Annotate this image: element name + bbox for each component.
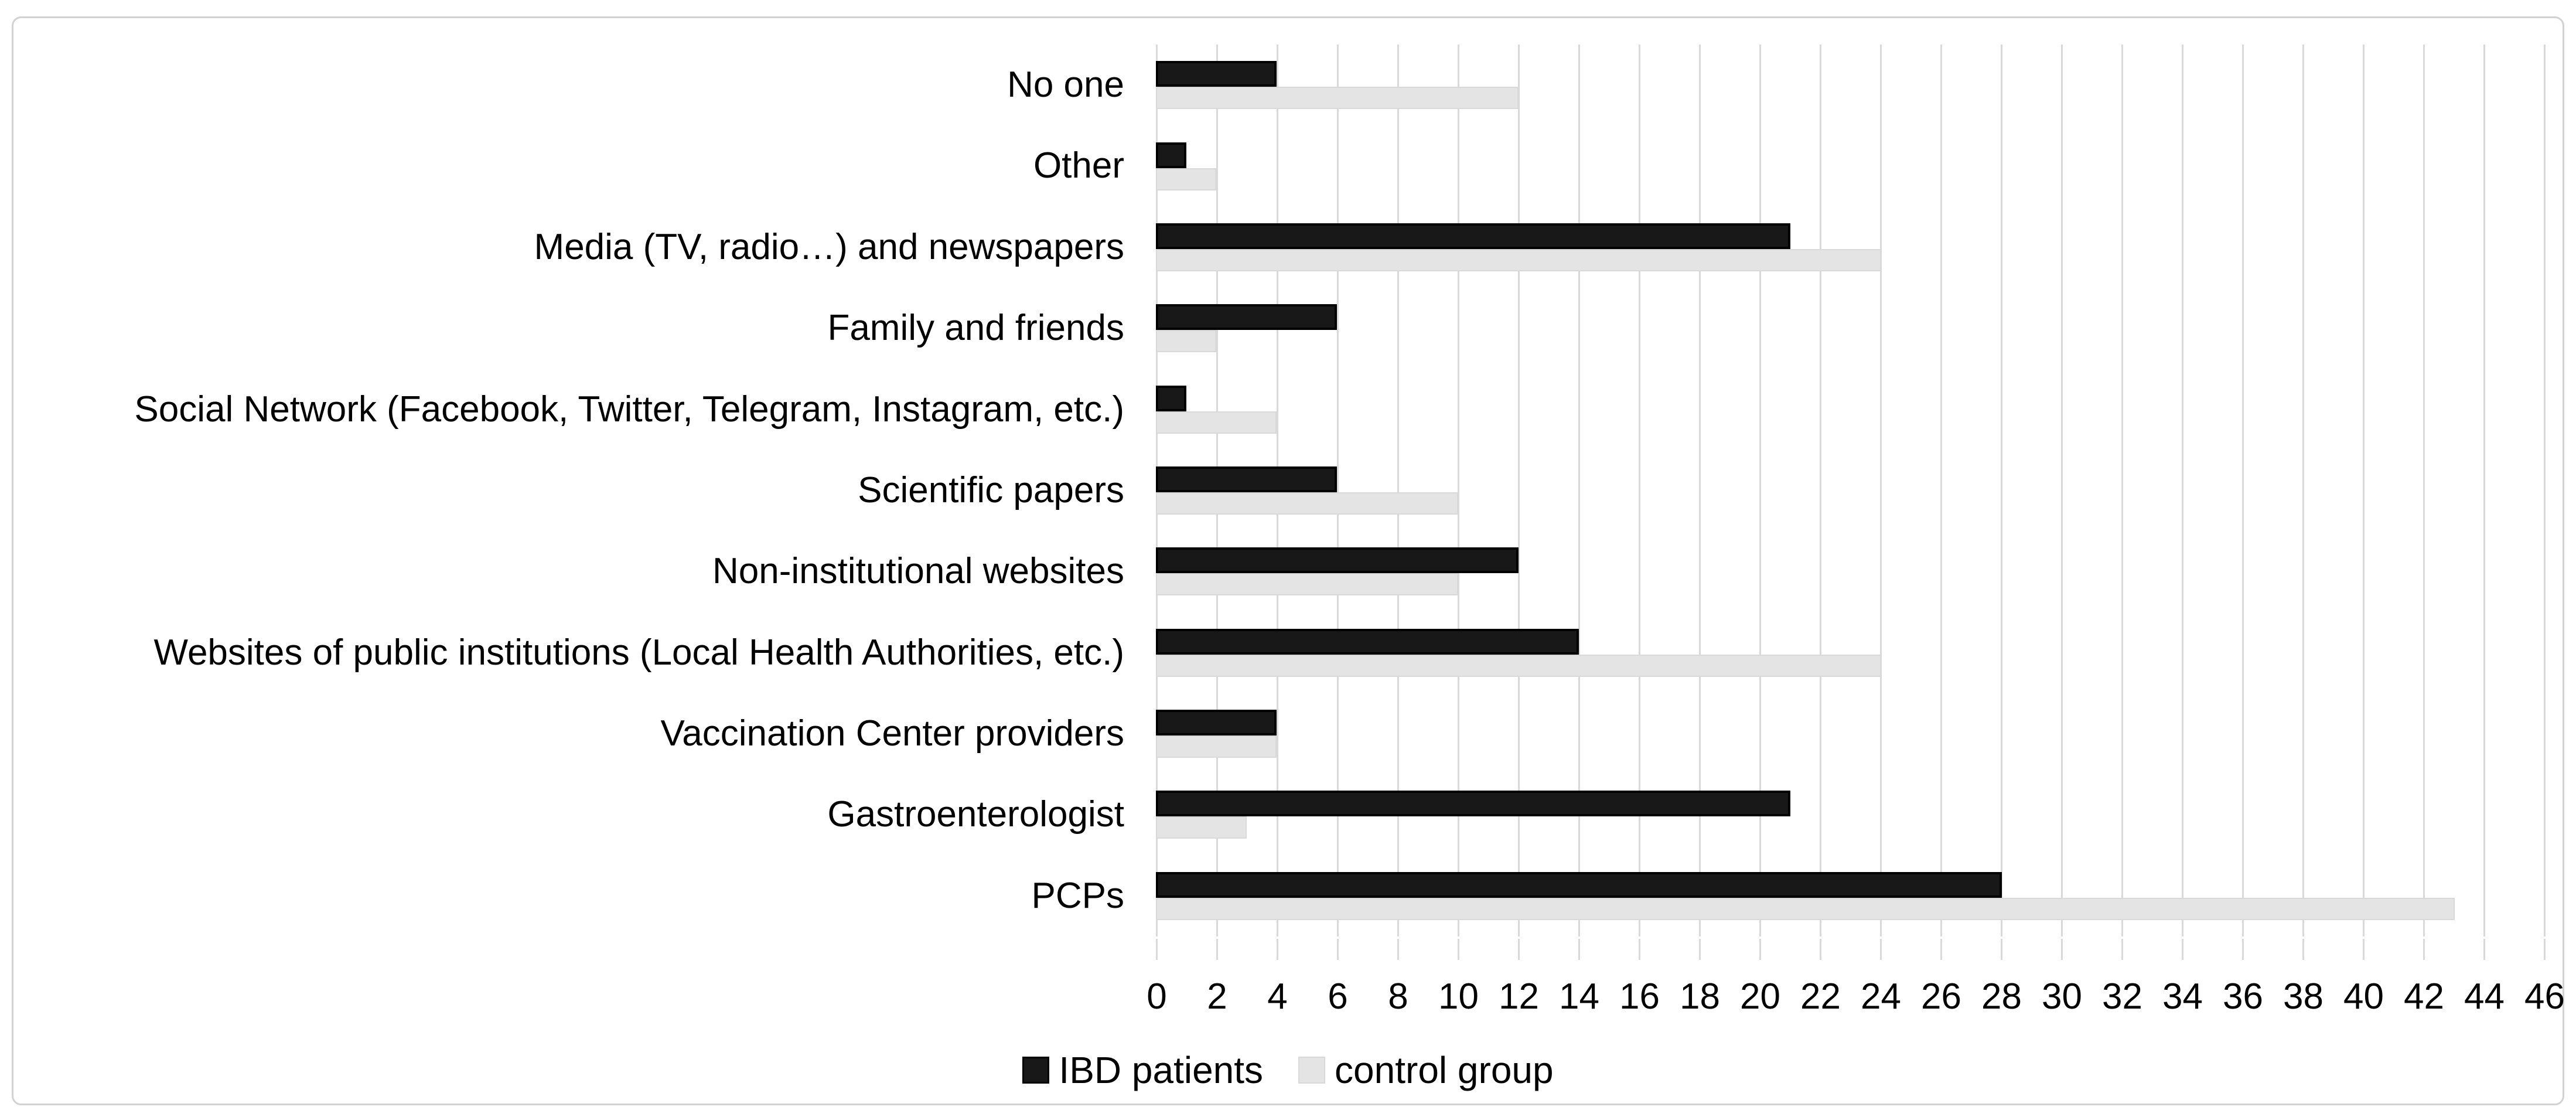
bar-control-group	[1156, 654, 1881, 677]
x-axis-tick-marks	[1156, 939, 2546, 960]
x-axis-tick-label: 4	[1267, 976, 1288, 1017]
x-axis-tick-label: 28	[1981, 976, 2022, 1017]
x-axis-tick-label: 40	[2343, 976, 2384, 1017]
bar-group	[1156, 45, 2546, 125]
chart-frame: No one Other Media (TV, radio…) and newspa…	[12, 16, 2565, 1105]
x-axis-tick-label: 16	[1619, 976, 1660, 1017]
bar-ibd-patients	[1156, 710, 1277, 736]
bar-group	[1156, 612, 2546, 693]
x-axis-tick-label: 10	[1438, 976, 1479, 1017]
bar-group	[1156, 207, 2546, 288]
bar-group	[1156, 369, 2546, 449]
category-label: Other	[1033, 145, 1124, 186]
x-axis-tick-label: 42	[2404, 976, 2444, 1017]
x-axis-tick-label: 12	[1499, 976, 1539, 1017]
category-label: Gastroenterologist	[827, 794, 1124, 835]
plot-area	[1156, 45, 2546, 936]
bar-group	[1156, 450, 2546, 531]
bar-group	[1156, 856, 2546, 936]
category-label: No one	[1007, 64, 1124, 105]
bar-ibd-patients	[1156, 628, 1579, 655]
category-label: Media (TV, radio…) and newspapers	[534, 226, 1124, 267]
x-axis-tick-label: 6	[1328, 976, 1348, 1017]
bar-control-group	[1156, 897, 2455, 920]
bar-control-group	[1156, 573, 1458, 596]
bar-control-group	[1156, 87, 1519, 110]
bar-group	[1156, 531, 2546, 612]
category-label: PCPs	[1031, 875, 1124, 916]
bar-ibd-patients	[1156, 304, 1338, 331]
x-axis-tick-labels: 0 2 4 6 8 10 12 14 16 18 20 22 24 26 28 30 32 34 36 38 40 42 4…	[1147, 973, 2565, 1020]
category-axis: No one Other Media (TV, radio…) and newspa…	[13, 45, 1139, 936]
x-axis-tick-label: 24	[1861, 976, 1901, 1017]
category-label: Websites of public institutions (Local H…	[153, 632, 1124, 673]
bar-group	[1156, 693, 2546, 774]
x-axis-tick-label: 22	[1800, 976, 1841, 1017]
legend-label-control-group: control group	[1335, 1049, 1554, 1091]
x-axis-tick-label: 38	[2283, 976, 2323, 1017]
bar-ibd-patients	[1156, 791, 1790, 817]
bar-ibd-patients	[1156, 223, 1790, 249]
category-label: Family and friends	[827, 308, 1124, 349]
legend-entry-ibd-patients: IBD patients	[1022, 1048, 1263, 1092]
category-label: Vaccination Center providers	[660, 713, 1124, 754]
x-axis-tick-label: 18	[1680, 976, 1720, 1017]
x-axis-tick-label: 0	[1147, 976, 1167, 1017]
x-axis-tick-label: 34	[2162, 976, 2203, 1017]
x-axis-tick-label: 14	[1559, 976, 1599, 1017]
bar-ibd-patients	[1156, 547, 1519, 574]
legend-swatch-ibd-patients	[1022, 1057, 1050, 1084]
legend-entry-control-group: control group	[1298, 1048, 1554, 1092]
x-axis-tick-label: 20	[1740, 976, 1780, 1017]
bar-control-group	[1156, 248, 1881, 271]
x-axis-tick-label: 8	[1388, 976, 1408, 1017]
legend-swatch-control-group	[1298, 1057, 1326, 1084]
bar-control-group	[1156, 816, 1247, 839]
bar-control-group	[1156, 411, 1277, 434]
legend-label-ibd-patients: IBD patients	[1059, 1049, 1264, 1091]
bar-group	[1156, 125, 2546, 206]
bar-ibd-patients	[1156, 61, 1277, 87]
x-axis-tick-label: 32	[2102, 976, 2142, 1017]
bar-control-group	[1156, 330, 1217, 353]
bar-ibd-patients	[1156, 385, 1186, 411]
x-axis-tick-label: 2	[1207, 976, 1227, 1017]
x-axis-tick-label: 36	[2223, 976, 2263, 1017]
category-label: Social Network (Facebook, Twitter, Teleg…	[134, 389, 1124, 430]
x-axis-tick-label: 46	[2524, 976, 2565, 1017]
bar-control-group	[1156, 492, 1458, 515]
x-axis-tick-label: 26	[1921, 976, 1961, 1017]
x-axis-tick-label: 44	[2464, 976, 2505, 1017]
bar-group	[1156, 288, 2546, 369]
bar-ibd-patients	[1156, 466, 1338, 492]
bar-control-group	[1156, 168, 1217, 190]
x-axis-tick-label: 30	[2042, 976, 2082, 1017]
legend: IBD patients control group	[13, 1045, 2563, 1095]
category-label: Scientific papers	[858, 469, 1124, 510]
bar-ibd-patients	[1156, 142, 1186, 168]
bar-ibd-patients	[1156, 871, 2002, 898]
bar-group	[1156, 774, 2546, 855]
bar-control-group	[1156, 735, 1277, 758]
category-label: Non-institutional websites	[712, 551, 1124, 592]
